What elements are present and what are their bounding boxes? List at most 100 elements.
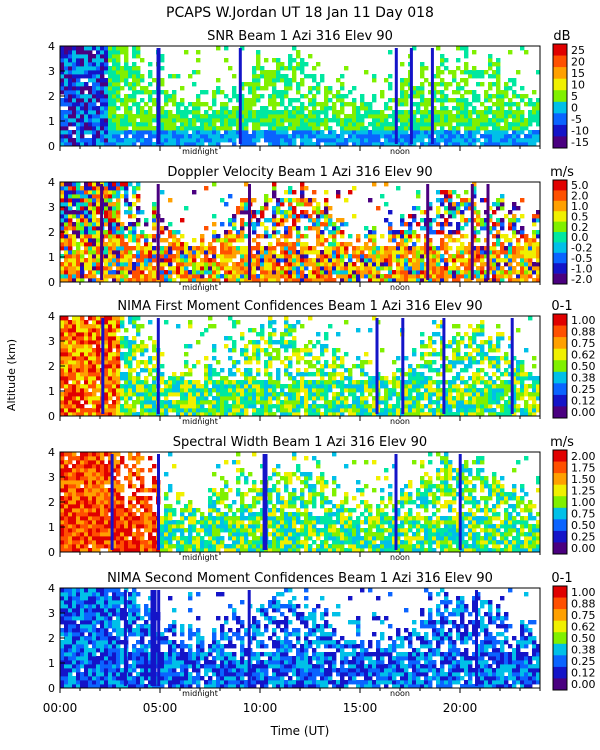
colorbar-segment (553, 200, 567, 212)
colorbar-label: 0.00 (571, 406, 596, 419)
marker-midnight: midnight (182, 147, 218, 156)
colorbar-segment (553, 252, 567, 264)
colorbar-label: 0.38 (571, 372, 596, 385)
heatmap-field (60, 588, 541, 689)
colorbar-unit: 0-1 (551, 571, 572, 586)
y-tick-label: 4 (48, 176, 55, 189)
colorbar-label: 25 (571, 44, 585, 57)
colorbar-label: -1.0 (571, 262, 592, 275)
marker-midnight: midnight (182, 283, 218, 292)
colorbar-label: 1.0 (571, 200, 589, 213)
colorbar-label: 0.75 (571, 337, 596, 350)
colorbar-segment (553, 609, 567, 621)
marker-noon: noon (390, 147, 410, 156)
colorbar-label: -10 (571, 125, 589, 138)
colorbar-segment (553, 90, 567, 103)
marker-noon: noon (390, 417, 410, 426)
panels-group: SNR Beam 1 Azi 316 Elev 90 dB 0 1 2 3 4 midnigh… (43, 29, 596, 715)
x-tick-label: 10:00 (243, 701, 278, 715)
colorbar-segment (553, 620, 567, 633)
colorbar-label: 0.00 (571, 678, 596, 691)
y-tick-label: 2 (48, 496, 55, 509)
colorbar-unit: 0-1 (551, 299, 572, 314)
colorbar-label: 20 (571, 55, 585, 68)
colorbar-label: 1.00 (571, 496, 596, 509)
colorbar-segment (553, 542, 567, 555)
colorbar-label: 0.12 (571, 667, 596, 680)
colorbar-label: 0.2 (571, 221, 589, 234)
colorbar-segment (553, 360, 567, 373)
y-tick-label: 2 (48, 226, 55, 239)
y-tick-label: 0 (48, 140, 55, 153)
colorbar-label: 0.75 (571, 508, 596, 521)
y-tick-label: 0 (48, 276, 55, 289)
colorbar-segment (553, 473, 567, 485)
y-tick-label: 4 (48, 310, 55, 323)
y-tick-label: 3 (48, 201, 55, 214)
colorbar-segment (553, 519, 567, 532)
colorbar-label: 1.25 (571, 484, 596, 497)
colorbar-label: 0 (571, 102, 578, 115)
colorbar-label: 0.50 (571, 519, 596, 532)
colorbar-label: 5.0 (571, 179, 589, 192)
colorbar-label: 0.25 (571, 383, 596, 396)
colorbar-label: -0.2 (571, 242, 592, 255)
y-tick-label: 1 (48, 251, 55, 264)
x-tick-label: 05:00 (143, 701, 178, 715)
colorbar-label: 0.25 (571, 531, 596, 544)
colorbar-segment (553, 655, 567, 668)
colorbar-label: 0.75 (571, 609, 596, 622)
colorbar-segment (553, 597, 567, 610)
marker-midnight: midnight (182, 689, 218, 698)
y-tick-label: 0 (48, 682, 55, 695)
colorbar-segment (553, 383, 567, 396)
x-tick-label: 00:00 (43, 701, 78, 715)
colorbar-segment (553, 461, 567, 474)
y-tick-label: 3 (48, 607, 55, 620)
colorbar-label: 0.5 (571, 210, 589, 223)
y-tick-label: 2 (48, 90, 55, 103)
colorbar-label: -5 (571, 113, 582, 126)
colorbar-frame (552, 179, 568, 285)
colorbar-segment (553, 371, 567, 384)
colorbar-segment (553, 632, 567, 645)
y-tick-label: 2 (48, 632, 55, 645)
colorbar-segment (553, 242, 567, 254)
heatmap-field (60, 182, 541, 283)
colorbar-segment (553, 325, 567, 338)
colorbar-label: -15 (571, 136, 589, 149)
panel-title: NIMA Second Moment Confidences Beam 1 Az… (107, 571, 493, 586)
colorbar-label: 10 (571, 78, 585, 91)
colorbar-label: 0.12 (571, 395, 596, 408)
colorbar-segment (553, 101, 567, 114)
panel-2: Doppler Velocity Beam 1 Azi 316 Elev 90 m… (48, 165, 592, 292)
colorbar-label: 5 (571, 90, 578, 103)
y-tick-label: 4 (48, 446, 55, 459)
colorbar-label: 2.0 (571, 190, 589, 203)
y-tick-label: 1 (48, 657, 55, 670)
marker-midnight: midnight (182, 553, 218, 562)
colorbar-segment (553, 113, 567, 126)
colorbar-segment (553, 124, 567, 137)
colorbar-label: 0.88 (571, 325, 596, 338)
colorbar-label: 1.00 (571, 586, 596, 599)
panel-3: NIMA First Moment Confidences Beam 1 Azi… (48, 299, 596, 426)
colorbar-segment (553, 273, 567, 285)
marker-noon: noon (390, 283, 410, 292)
colorbar-label: 1.75 (571, 461, 596, 474)
figure-title: PCAPS W.Jordan UT 18 Jan 11 Day 018 (166, 5, 434, 21)
y-tick-label: 4 (48, 582, 55, 595)
panel-title: Doppler Velocity Beam 1 Azi 316 Elev 90 (167, 165, 432, 180)
colorbar-segment (553, 211, 567, 222)
heatmap-field (60, 46, 541, 147)
colorbar-segment (553, 406, 567, 419)
colorbar-segment (553, 44, 567, 56)
colorbar-label: 2.00 (571, 450, 596, 463)
x-axis-label: Time (UT) (270, 724, 330, 738)
colorbar-segment (553, 55, 567, 68)
colorbar-label: 0.0 (571, 231, 589, 244)
marker-noon: noon (390, 689, 410, 698)
colorbar-segment (553, 496, 567, 509)
colorbar-segment (553, 666, 567, 679)
y-tick-label: 2 (48, 360, 55, 373)
